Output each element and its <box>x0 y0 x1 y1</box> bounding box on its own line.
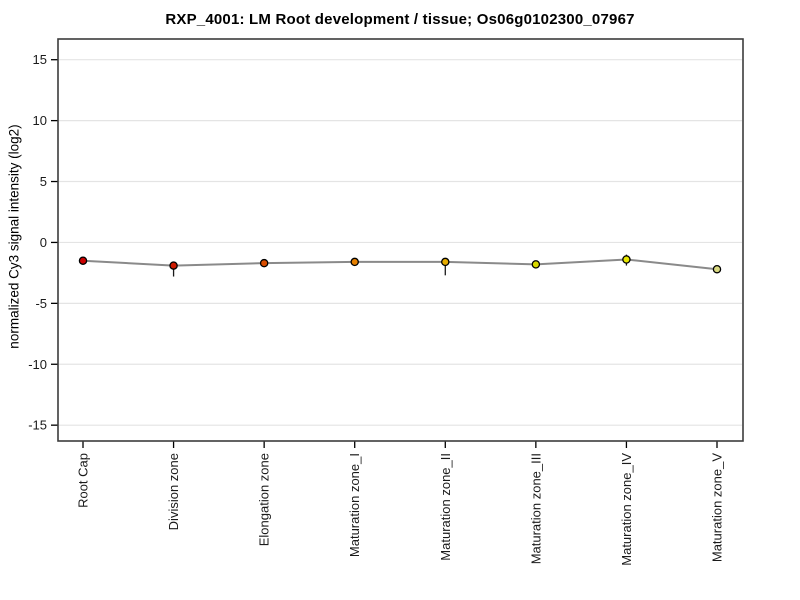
data-point <box>78 256 88 265</box>
y-tick-label: -15 <box>28 418 47 433</box>
data-point <box>441 257 450 267</box>
data-point <box>712 264 722 274</box>
y-tick-label: 15 <box>33 52 47 67</box>
data-point <box>169 261 178 270</box>
x-tick-label: Root Cap <box>76 453 91 508</box>
x-tick-label: Maturation zone_II <box>438 453 453 561</box>
y-tick-label: 0 <box>40 235 47 250</box>
x-tick-label: Elongation zone <box>257 453 272 546</box>
x-tick-label: Maturation zone_IV <box>619 453 634 566</box>
plot-area-border <box>57 38 744 442</box>
y-axis-title: normalized Cy3 signal intensity (log2) <box>6 124 22 349</box>
data-point <box>259 258 269 268</box>
data-point <box>622 255 631 264</box>
x-tick-label: Maturation zone_V <box>710 453 725 562</box>
y-tick-label: -10 <box>28 357 47 372</box>
y-tick-label: 5 <box>40 174 47 189</box>
data-series-line <box>82 258 718 271</box>
y-tick-label: 10 <box>33 113 47 128</box>
x-tick-label: Maturation zone_I <box>347 453 362 557</box>
x-tick-label: Maturation zone_III <box>528 453 543 564</box>
data-point <box>350 257 359 267</box>
data-point <box>531 260 541 269</box>
chart-title: RXP_4001: LM Root development / tissue; … <box>165 11 635 28</box>
x-tick-label: Division zone <box>166 453 181 530</box>
y-tick-label: -5 <box>35 296 47 311</box>
